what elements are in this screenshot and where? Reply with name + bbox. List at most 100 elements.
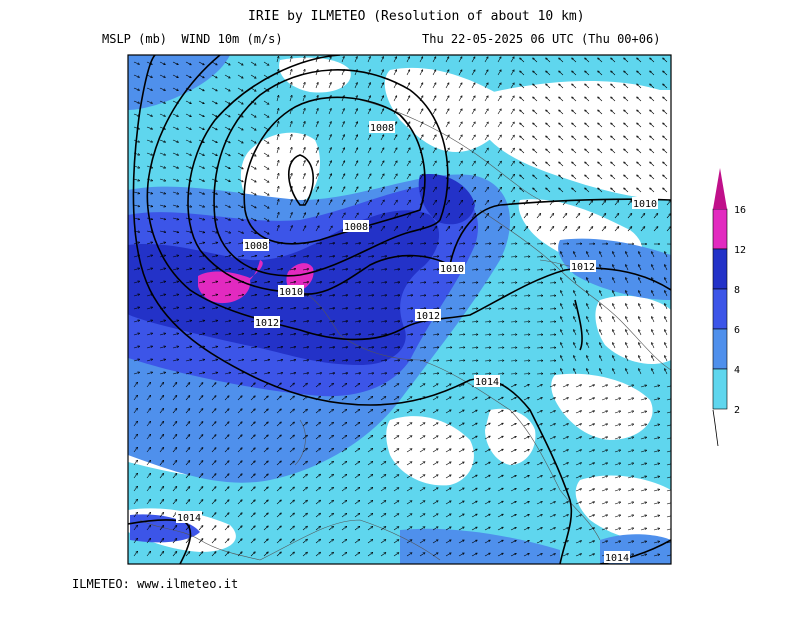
wind-arrow — [497, 213, 502, 219]
wind-arrow — [546, 97, 551, 102]
wind-arrow — [263, 113, 269, 117]
wind-arrow — [572, 188, 577, 193]
wind-arrow — [224, 256, 231, 258]
wind-arrow — [626, 291, 629, 297]
wind-arrow — [367, 243, 374, 244]
wind-arrow — [198, 152, 205, 156]
wind-arrow — [172, 242, 179, 245]
wind-arrow — [328, 295, 335, 296]
wind-arrow — [484, 282, 491, 283]
wind-arrow — [614, 227, 619, 232]
wind-arrow — [367, 295, 374, 296]
wind-arrow — [159, 242, 166, 245]
wind-arrow — [419, 70, 423, 76]
wind-arrows — [133, 56, 671, 557]
wind-arrow — [237, 87, 243, 91]
wind-arrow — [598, 71, 603, 76]
wind-arrow — [601, 213, 606, 219]
wind-arrow — [198, 217, 205, 220]
wind-arrow — [637, 123, 642, 128]
colorbar-over-triangle — [713, 168, 727, 209]
wind-arrow — [561, 265, 564, 271]
wind-arrow — [224, 204, 231, 207]
wind-arrow — [650, 149, 655, 154]
wind-arrow — [159, 268, 166, 271]
wind-arrow — [663, 188, 668, 193]
wind-arrow — [639, 265, 642, 271]
wind-arrow — [497, 226, 502, 232]
wind-speed-field: 1008 1008 1008 1010 1010 1010 1012 1012 1012 1014… — [128, 55, 671, 564]
wind-arrow — [315, 308, 322, 309]
wind-arrow — [598, 175, 603, 180]
isobar-label: 1014 — [475, 377, 499, 388]
wind-arrow — [663, 58, 668, 63]
wind-arrow — [419, 269, 426, 270]
wind-arrow — [624, 175, 629, 180]
wind-arrow — [146, 74, 153, 78]
wind-arrow — [276, 147, 279, 154]
wind-arrow — [497, 283, 504, 284]
isobar-label: 1008 — [244, 241, 268, 252]
wind-arrow — [406, 200, 411, 206]
wind-arrow — [341, 122, 344, 128]
wind-arrow — [458, 96, 462, 102]
wind-arrow — [185, 320, 192, 323]
wind-arrow — [133, 178, 140, 181]
wind-arrow — [159, 231, 166, 232]
wind-arrow — [626, 265, 629, 271]
wind-arrow — [432, 122, 436, 128]
wind-arrow — [471, 135, 475, 141]
wind-arrow — [159, 217, 166, 220]
wind-arrow — [546, 188, 551, 193]
wind-arrow — [627, 200, 632, 206]
wind-arrow — [497, 57, 501, 63]
wind-arrow — [624, 149, 629, 154]
wind-arrow — [211, 294, 218, 297]
wind-arrow — [328, 174, 332, 180]
wind-arrow — [520, 136, 525, 141]
wind-arrow — [650, 84, 655, 89]
wind-arrow — [665, 252, 668, 258]
wind-arrow — [276, 186, 279, 193]
wind-arrow — [237, 308, 244, 310]
wind-arrow — [611, 175, 616, 180]
wind-arrow — [510, 83, 514, 89]
wind-arrow — [587, 252, 590, 258]
wind-arrow — [510, 109, 514, 115]
colorbar-bin — [712, 328, 728, 370]
wind-arrow — [133, 268, 140, 271]
wind-arrow — [559, 84, 564, 89]
wind-arrow — [354, 243, 361, 244]
wind-arrow — [624, 71, 629, 76]
wind-arrow — [624, 162, 629, 167]
wind-arrow — [588, 227, 593, 232]
wind-arrow — [458, 295, 465, 296]
wind-arrow — [146, 139, 153, 142]
wind-arrow — [637, 149, 642, 154]
wind-arrow — [663, 97, 668, 102]
wind-arrow — [302, 82, 305, 89]
wind-arrow — [546, 123, 551, 128]
wind-arrow — [663, 110, 668, 115]
wind-arrow — [198, 178, 205, 181]
wind-arrow — [172, 204, 179, 207]
wind-arrow — [650, 97, 655, 102]
wind-arrow — [575, 227, 580, 232]
wind-arrow — [523, 226, 528, 232]
wind-arrow — [523, 309, 530, 310]
wind-arrow — [471, 122, 475, 128]
wind-arrow — [367, 135, 371, 141]
wind-arrow — [159, 178, 166, 181]
wind-arrow — [276, 282, 283, 283]
wind-arrow — [611, 162, 616, 167]
wind-arrow — [497, 109, 501, 115]
wind-arrow — [598, 136, 603, 141]
wind-arrow — [172, 152, 179, 155]
wind-arrow — [159, 74, 165, 78]
wind-arrow — [585, 123, 590, 128]
wind-arrow — [432, 243, 439, 244]
wind-arrow — [484, 226, 489, 232]
wind-arrow — [380, 226, 385, 232]
wind-arrow — [172, 307, 179, 310]
wind-arrow — [510, 270, 517, 271]
